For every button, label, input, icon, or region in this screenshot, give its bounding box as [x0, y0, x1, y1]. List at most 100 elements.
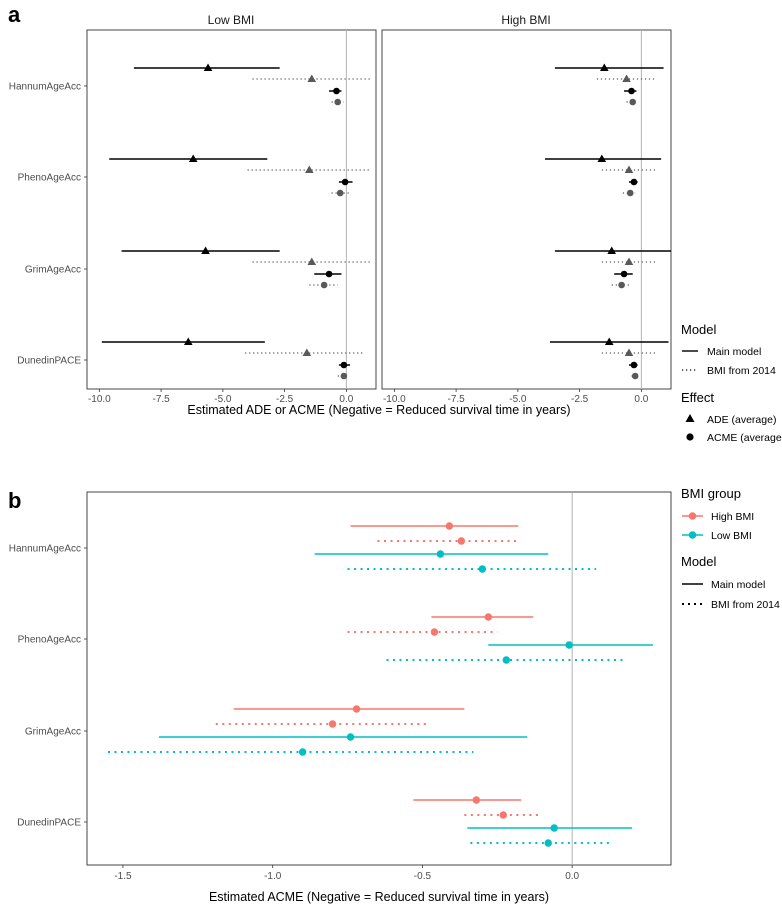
ade-point-low-bmi-hannumageacc-ade-bmi2014: [307, 74, 317, 82]
legend-b-model-title: Model: [681, 554, 717, 569]
ade-point-high-bmi-hannumageacc-ade-bmi2014: [622, 74, 631, 82]
legend-main-model-label: Main model: [707, 346, 761, 358]
acme-point-low-bmi-dunedinpace-acme-main: [340, 361, 348, 369]
acme-point-low-bmi-phenoageacc-acme-main: [341, 178, 349, 186]
ade-point-low-bmi-phenoageacc-ade-bmi2014: [305, 165, 314, 173]
acme-point-hannumageacc-high-bmi-main: [445, 522, 454, 530]
acme-point-hannumageacc-low-bmi-bmi2014: [478, 565, 487, 573]
legend-low-bmi-label: Low BMI: [711, 530, 752, 542]
acme-point-low-bmi-grimageacc-acme-bmi2014: [320, 281, 328, 289]
legend-model-title: Model: [681, 322, 717, 337]
acme-point-low-bmi-hannumageacc-acme-main: [333, 87, 340, 95]
acme-point-grimageacc-low-bmi-main: [346, 733, 355, 741]
acme-point-low-bmi-hannumageacc-acme-bmi2014: [334, 98, 342, 106]
legend-bmi-group-title: BMI group: [681, 486, 741, 501]
acme-point-hannumageacc-low-bmi-main: [436, 550, 445, 558]
x-tick-label: -7.5: [447, 394, 465, 405]
legend-low-bmi-dot-icon: [688, 531, 697, 539]
ade-point-low-bmi-hannumageacc-ade-main: [203, 63, 213, 71]
y-tick-label-dunedinpace: DunedinPACE: [17, 356, 81, 367]
acme-point-low-bmi-dunedinpace-acme-bmi2014: [340, 372, 348, 380]
x-tick-label: -1.0: [264, 871, 282, 882]
y-tick-label-hannumageacc: HannumAgeAcc: [9, 82, 81, 93]
x-tick-label: -10.0: [88, 394, 111, 405]
panel-a-marks: -10.0 -7.5 -5.0 -2.5 0.0 -10.0 -7.5 -5.0 -2.5 0.0…: [9, 30, 671, 405]
panel-b-label: b: [8, 488, 21, 513]
acme-point-high-bmi-phenoageacc-acme-main: [630, 178, 638, 186]
x-tick-label: -5.0: [214, 394, 232, 405]
y-tick-label-phenoageacc: PhenoAgeAcc: [18, 173, 81, 184]
acme-point-phenoageacc-high-bmi-bmi2014: [430, 628, 439, 636]
x-tick-label: -2.5: [276, 394, 294, 405]
acme-point-high-bmi-dunedinpace-acme-bmi2014: [631, 372, 639, 380]
panel-b-x-axis-title: Estimated ACME (Negative = Reduced survi…: [209, 890, 549, 904]
ade-point-low-bmi-grimageacc-ade-main: [201, 246, 210, 254]
ade-point-high-bmi-dunedinpace-ade-bmi2014: [624, 348, 634, 356]
plot-frame-high-bmi: [381, 29, 672, 390]
legend-high-bmi-dot-icon: [688, 512, 697, 520]
x-tick-label: -5.0: [509, 394, 527, 405]
acme-point-grimageacc-high-bmi-bmi2014: [328, 720, 337, 728]
x-tick-label: -2.5: [571, 394, 589, 405]
acme-point-dunedinpace-high-bmi-main: [472, 796, 481, 804]
acme-point-high-bmi-dunedinpace-acme-main: [630, 361, 638, 369]
ade-point-high-bmi-grimageacc-ade-main: [607, 246, 617, 254]
acme-point-phenoageacc-low-bmi-bmi2014: [502, 656, 510, 664]
legend-b-bmi-2014-label: BMI from 2014: [711, 599, 780, 611]
x-tick-label: -7.5: [152, 394, 170, 405]
ade-point-high-bmi-phenoageacc-ade-bmi2014: [624, 165, 634, 173]
ade-point-low-bmi-phenoageacc-ade-main: [188, 154, 198, 162]
acme-point-grimageacc-high-bmi-main: [352, 705, 361, 713]
legend-b-main-model-label: Main model: [711, 579, 765, 591]
facet-strip-low-bmi: Low BMI: [208, 13, 255, 27]
ade-point-low-bmi-dunedinpace-ade-bmi2014: [302, 348, 312, 356]
acme-point-dunedinpace-low-bmi-bmi2014: [544, 839, 552, 847]
acme-point-low-bmi-phenoageacc-acme-bmi2014: [336, 189, 344, 197]
x-tick-label: 0.0: [634, 394, 648, 405]
ade-point-high-bmi-hannumageacc-ade-main: [600, 63, 609, 71]
acme-point-high-bmi-hannumageacc-acme-main: [628, 87, 635, 95]
legend-ade-triangle-icon: [685, 414, 695, 422]
plot-frame-low-bmi: [86, 29, 377, 390]
acme-point-grimageacc-low-bmi-bmi2014: [298, 748, 307, 756]
plot-frame-panel-b: [86, 491, 672, 866]
acme-point-dunedinpace-low-bmi-main: [550, 824, 558, 832]
y-tick-label-hannumageacc: HannumAgeAcc: [9, 544, 81, 555]
panel-a-x-axis-title: Estimated ADE or ACME (Negative = Reduce…: [187, 403, 570, 417]
acme-point-high-bmi-grimageacc-acme-bmi2014: [618, 281, 625, 289]
panel-b-marks: -1.5 -1.0 -0.5 0.0 HannumAgeAcc PhenoAgeAcc Gr…: [9, 492, 654, 882]
acme-point-low-bmi-grimageacc-acme-main: [325, 270, 333, 278]
acme-point-high-bmi-grimageacc-acme-main: [620, 270, 628, 278]
legend-bmi-2014-label: BMI from 2014: [707, 365, 776, 377]
legend-effect-title: Effect: [681, 390, 714, 405]
ade-point-high-bmi-grimageacc-ade-bmi2014: [624, 257, 634, 265]
x-tick-label: -0.5: [414, 871, 432, 882]
x-tick-label: 0.0: [339, 394, 353, 405]
acme-point-phenoageacc-high-bmi-main: [484, 613, 493, 621]
ade-point-high-bmi-dunedinpace-ade-main: [604, 337, 614, 345]
ade-point-low-bmi-dunedinpace-ade-main: [183, 337, 193, 345]
acme-point-high-bmi-phenoageacc-acme-bmi2014: [626, 189, 634, 197]
y-tick-label-dunedinpace: DunedinPACE: [17, 818, 81, 829]
x-tick-label: -1.5: [114, 871, 132, 882]
panel-b-legend: BMI group High BMI Low BMI Model Main mo…: [681, 486, 780, 611]
acme-point-high-bmi-hannumageacc-acme-bmi2014: [629, 98, 637, 106]
panel-a-label: a: [8, 2, 21, 27]
ade-point-high-bmi-phenoageacc-ade-main: [597, 154, 607, 162]
legend-acme-circle-icon: [686, 433, 694, 441]
legend-ade-label: ADE (average): [707, 414, 776, 426]
y-tick-label-phenoageacc: PhenoAgeAcc: [18, 635, 81, 646]
x-tick-label: -10.0: [383, 394, 406, 405]
legend-acme-label: ACME (average): [707, 432, 782, 444]
acme-point-phenoageacc-low-bmi-main: [565, 641, 573, 649]
y-tick-label-grimageacc: GrimAgeAcc: [25, 727, 81, 738]
ade-point-low-bmi-grimageacc-ade-bmi2014: [307, 257, 317, 265]
x-tick-label: 0.0: [565, 871, 579, 882]
acme-point-hannumageacc-high-bmi-bmi2014: [457, 537, 466, 545]
panel-a-legend: Model Main model BMI from 2014 Effect AD…: [681, 322, 782, 444]
facet-strip-high-bmi: High BMI: [501, 13, 550, 27]
legend-high-bmi-label: High BMI: [711, 511, 754, 523]
acme-point-dunedinpace-high-bmi-bmi2014: [499, 811, 507, 819]
y-tick-label-grimageacc: GrimAgeAcc: [25, 265, 81, 276]
